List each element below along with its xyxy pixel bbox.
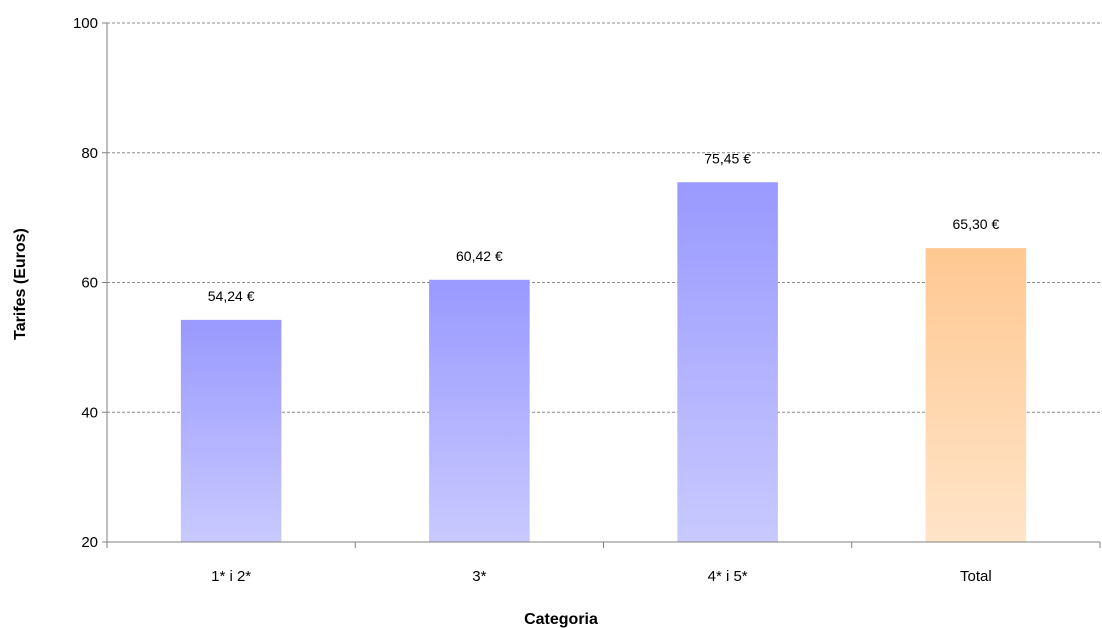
y-tick-label: 80 [81,145,98,162]
labels: 20 40 60 80 100 54,24 € 1* i 2* 60,42 € 3* 75,45 … [73,15,999,585]
x-tick-label: 1* i 2* [211,568,251,585]
bar-value-label: 75,45 € [704,150,751,166]
y-tick-label: 40 [81,404,98,421]
axes [102,22,1101,548]
y-tick-label: 20 [81,534,98,551]
bar [180,319,282,542]
bar-value-label: 65,30 € [953,216,1000,232]
y-tick-label: 60 [81,275,98,292]
y-tick-label: 100 [73,15,98,32]
bar [677,182,778,542]
x-axis-title: Categoria [524,611,598,628]
bars [180,182,1027,542]
bar [429,279,530,542]
x-tick-label: 3* [472,568,486,585]
x-tick-label: Total [960,568,992,585]
x-tick-label: 4* i 5* [708,568,748,585]
y-axis-title: Tarifes (Euros) [12,228,29,340]
bar-value-label: 54,24 € [208,288,255,304]
bar [925,248,1027,542]
bar-value-label: 60,42 € [456,248,503,264]
